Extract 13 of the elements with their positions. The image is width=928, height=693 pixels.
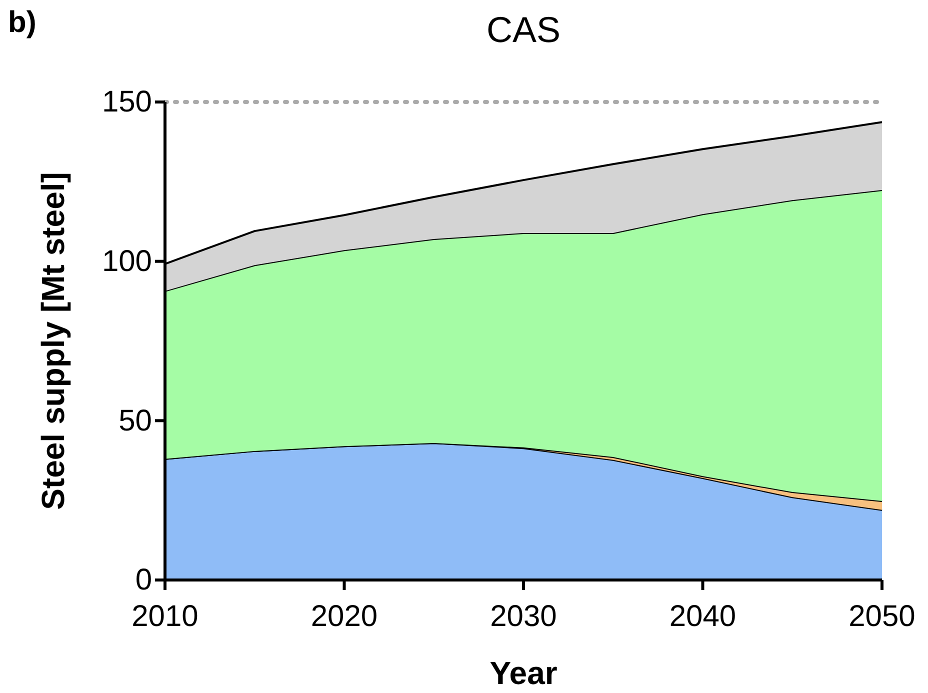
- y-tick-label: 150: [102, 86, 152, 119]
- y-tick-label: 100: [102, 244, 152, 278]
- x-tick-label: 2010: [132, 600, 198, 633]
- chart-title: CAS: [486, 9, 561, 50]
- x-tick-label: 2030: [490, 600, 557, 633]
- y-axis-title: Steel supply [Mt steel]: [35, 172, 71, 510]
- x-tick-label: 2040: [669, 600, 736, 633]
- text: b): [8, 6, 36, 39]
- x-tick-label: 2050: [848, 600, 916, 633]
- x-axis-title: Year: [490, 655, 558, 691]
- x-tick-label: 2020: [310, 600, 378, 633]
- y-tick-label: 50: [118, 404, 152, 438]
- y-tick-label: 0: [135, 564, 152, 597]
